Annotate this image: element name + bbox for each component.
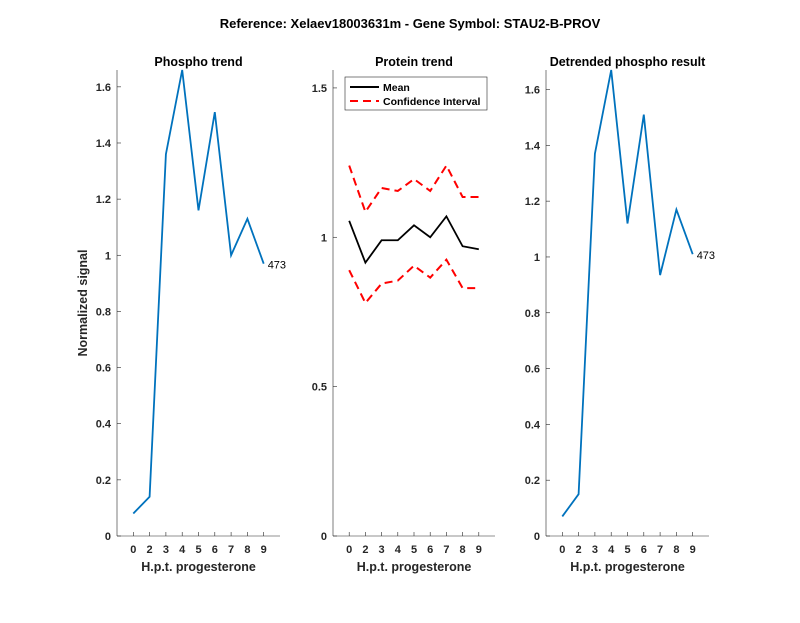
x-tick-label: 5	[411, 544, 417, 556]
x-tick-label: 3	[592, 544, 598, 556]
x-tick-label: 2	[362, 544, 368, 556]
x-tick-label: 5	[195, 544, 201, 556]
x-tick-label: 7	[443, 544, 449, 556]
x-tick-label: 5	[624, 544, 630, 556]
y-tick-label: 1.6	[525, 85, 540, 97]
y-tick-label: 0.4	[96, 419, 112, 431]
y-tick-label: 1.6	[96, 82, 111, 94]
panel-title: Phospho trend	[154, 55, 242, 69]
x-tick-label: 0	[130, 544, 136, 556]
x-tick-label: 0	[559, 544, 565, 556]
x-tick-label: 8	[673, 544, 679, 556]
x-tick-label: 4	[179, 544, 186, 556]
y-tick-label: 1	[321, 232, 327, 244]
x-tick-label: 6	[641, 544, 647, 556]
y-tick-label: 0.4	[525, 419, 541, 431]
y-tick-label: 0	[105, 531, 111, 543]
x-tick-label: 2	[147, 544, 153, 556]
end-label: 473	[697, 250, 715, 262]
x-tick-label: 0	[346, 544, 352, 556]
x-tick-label: 4	[608, 544, 615, 556]
x-axis-label: H.p.t. progesterone	[141, 560, 256, 574]
x-tick-label: 7	[657, 544, 663, 556]
x-tick-label: 2	[576, 544, 582, 556]
y-tick-label: 0.5	[312, 382, 327, 394]
series-line-0	[132, 69, 265, 515]
legend-box	[344, 76, 488, 111]
x-tick-label: 8	[460, 544, 466, 556]
series-line-0	[348, 214, 479, 265]
y-tick-label: 0	[321, 531, 327, 543]
y-tick-label: 0.6	[96, 363, 111, 375]
legend-entry: Mean	[383, 82, 410, 94]
y-tick-label: 0.6	[525, 364, 540, 376]
x-axis-label: H.p.t. progesterone	[357, 560, 472, 574]
y-tick-label: 1.5	[312, 83, 327, 95]
y-tick-label: 1.2	[96, 194, 111, 206]
x-tick-label: 8	[244, 544, 250, 556]
y-tick-label: 0.2	[525, 475, 540, 487]
y-tick-label: 1.4	[96, 138, 112, 150]
y-axis-label: Normalized signal	[76, 250, 90, 357]
y-tick-label: 0.8	[525, 308, 540, 320]
y-tick-label: 1.4	[525, 140, 541, 152]
y-tick-label: 1	[534, 252, 540, 264]
series-line-1	[348, 163, 479, 215]
series-line-2	[348, 257, 479, 305]
x-tick-label: 9	[261, 544, 267, 556]
x-tick-label: 3	[379, 544, 385, 556]
legend-entry: Confidence Interval	[383, 96, 481, 108]
x-axis-label: H.p.t. progesterone	[570, 560, 685, 574]
x-tick-label: 6	[427, 544, 433, 556]
y-tick-label: 1	[105, 250, 111, 262]
x-tick-label: 4	[395, 544, 402, 556]
y-tick-label: 0.2	[96, 475, 111, 487]
x-tick-label: 9	[476, 544, 482, 556]
x-tick-label: 9	[690, 544, 696, 556]
x-tick-label: 3	[163, 544, 169, 556]
x-tick-label: 6	[212, 544, 218, 556]
panel-title: Detrended phospho result	[550, 55, 706, 69]
y-tick-label: 0	[534, 531, 540, 543]
y-tick-label: 1.2	[525, 196, 540, 208]
figure-title: Reference: Xelaev18003631m - Gene Symbol…	[220, 16, 601, 31]
panel-title: Protein trend	[375, 55, 453, 69]
x-tick-label: 7	[228, 544, 234, 556]
y-tick-label: 0.8	[96, 306, 111, 318]
end-label: 473	[268, 260, 286, 272]
series-line-0	[561, 69, 694, 517]
